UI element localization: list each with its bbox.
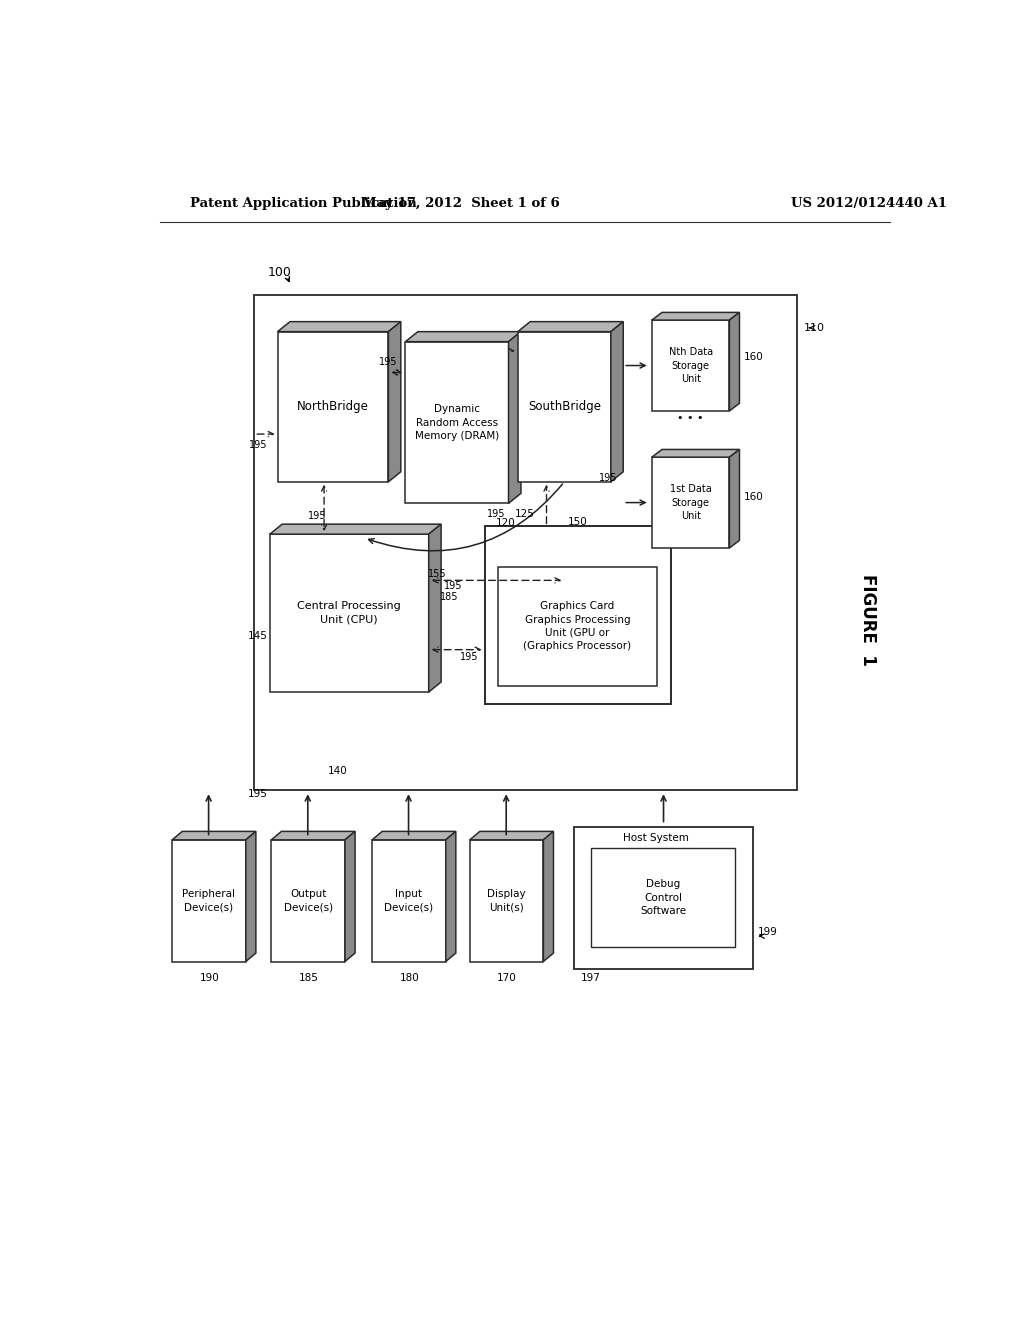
Bar — [278, 331, 388, 482]
Polygon shape — [406, 331, 521, 342]
Text: Dynamic
Random Access
Memory (DRAM): Dynamic Random Access Memory (DRAM) — [415, 404, 499, 441]
Text: 180: 180 — [399, 973, 419, 983]
Bar — [592, 849, 735, 946]
Text: May 17, 2012  Sheet 1 of 6: May 17, 2012 Sheet 1 of 6 — [362, 197, 560, 210]
Bar — [172, 840, 246, 961]
Text: Input
Device(s): Input Device(s) — [384, 890, 433, 912]
Bar — [254, 296, 797, 789]
Text: SouthBridge: SouthBridge — [527, 400, 601, 413]
Text: 195: 195 — [599, 473, 617, 483]
Text: 145: 145 — [248, 631, 268, 640]
Bar — [406, 342, 509, 503]
Polygon shape — [544, 832, 554, 961]
Text: US 2012/0124440 A1: US 2012/0124440 A1 — [791, 197, 946, 210]
Text: Nth Data
Storage
Unit: Nth Data Storage Unit — [669, 347, 713, 384]
Polygon shape — [611, 322, 624, 482]
Polygon shape — [270, 524, 441, 535]
Polygon shape — [509, 331, 521, 503]
Text: 150: 150 — [567, 517, 588, 527]
Bar — [262, 520, 518, 781]
Text: Host System: Host System — [623, 833, 689, 842]
Polygon shape — [345, 832, 355, 961]
Bar — [372, 840, 445, 961]
Polygon shape — [729, 449, 739, 548]
Text: • • •: • • • — [678, 413, 703, 422]
Bar — [484, 527, 671, 704]
Text: 1st Data
Storage
Unit: 1st Data Storage Unit — [670, 484, 712, 521]
Text: 160: 160 — [743, 492, 763, 502]
Text: 195: 195 — [379, 356, 397, 367]
Polygon shape — [172, 832, 256, 840]
Text: FIGURE  1: FIGURE 1 — [859, 574, 878, 667]
Text: Patent Application Publication: Patent Application Publication — [190, 197, 417, 210]
Bar — [652, 457, 729, 548]
Text: Central Processing
Unit (CPU): Central Processing Unit (CPU) — [297, 602, 401, 624]
Text: 100: 100 — [267, 265, 291, 279]
Text: 199: 199 — [758, 927, 777, 937]
Bar — [470, 840, 544, 961]
Polygon shape — [652, 449, 739, 457]
Text: 110: 110 — [804, 323, 825, 333]
Text: Display
Unit(s): Display Unit(s) — [487, 890, 526, 912]
Text: 160: 160 — [743, 352, 763, 362]
Text: Graphics Card
Graphics Processing
Unit (GPU or
(Graphics Processor): Graphics Card Graphics Processing Unit (… — [523, 602, 632, 651]
Text: 185: 185 — [299, 973, 318, 983]
Bar — [270, 535, 429, 692]
Text: Debug
Control
Software: Debug Control Software — [640, 879, 686, 916]
Bar — [574, 826, 753, 969]
Bar — [499, 566, 656, 686]
Text: Peripheral
Device(s): Peripheral Device(s) — [182, 890, 236, 912]
Polygon shape — [445, 832, 456, 961]
Polygon shape — [429, 524, 441, 692]
Text: 195: 195 — [486, 510, 506, 519]
Polygon shape — [246, 832, 256, 961]
Text: 195: 195 — [308, 511, 327, 521]
Text: 195: 195 — [249, 440, 267, 450]
Bar — [271, 840, 345, 961]
Text: 195: 195 — [248, 788, 268, 799]
Text: 185: 185 — [440, 593, 459, 602]
Polygon shape — [388, 322, 400, 482]
Text: 140: 140 — [328, 766, 347, 776]
Bar — [652, 321, 729, 411]
Text: NorthBridge: NorthBridge — [297, 400, 369, 413]
Text: 125: 125 — [515, 510, 535, 519]
Text: Output
Device(s): Output Device(s) — [284, 890, 333, 912]
Polygon shape — [271, 832, 355, 840]
Bar — [518, 331, 611, 482]
Text: 197: 197 — [581, 973, 601, 983]
Polygon shape — [729, 313, 739, 411]
Polygon shape — [278, 322, 400, 331]
Polygon shape — [372, 832, 456, 840]
Text: 195: 195 — [460, 652, 478, 663]
Text: 155: 155 — [428, 569, 446, 579]
Text: 120: 120 — [496, 519, 515, 528]
Text: 170: 170 — [497, 973, 517, 983]
Text: 190: 190 — [200, 973, 219, 983]
Polygon shape — [470, 832, 554, 840]
Text: 195: 195 — [444, 581, 463, 591]
Polygon shape — [518, 322, 624, 331]
Polygon shape — [652, 313, 739, 321]
